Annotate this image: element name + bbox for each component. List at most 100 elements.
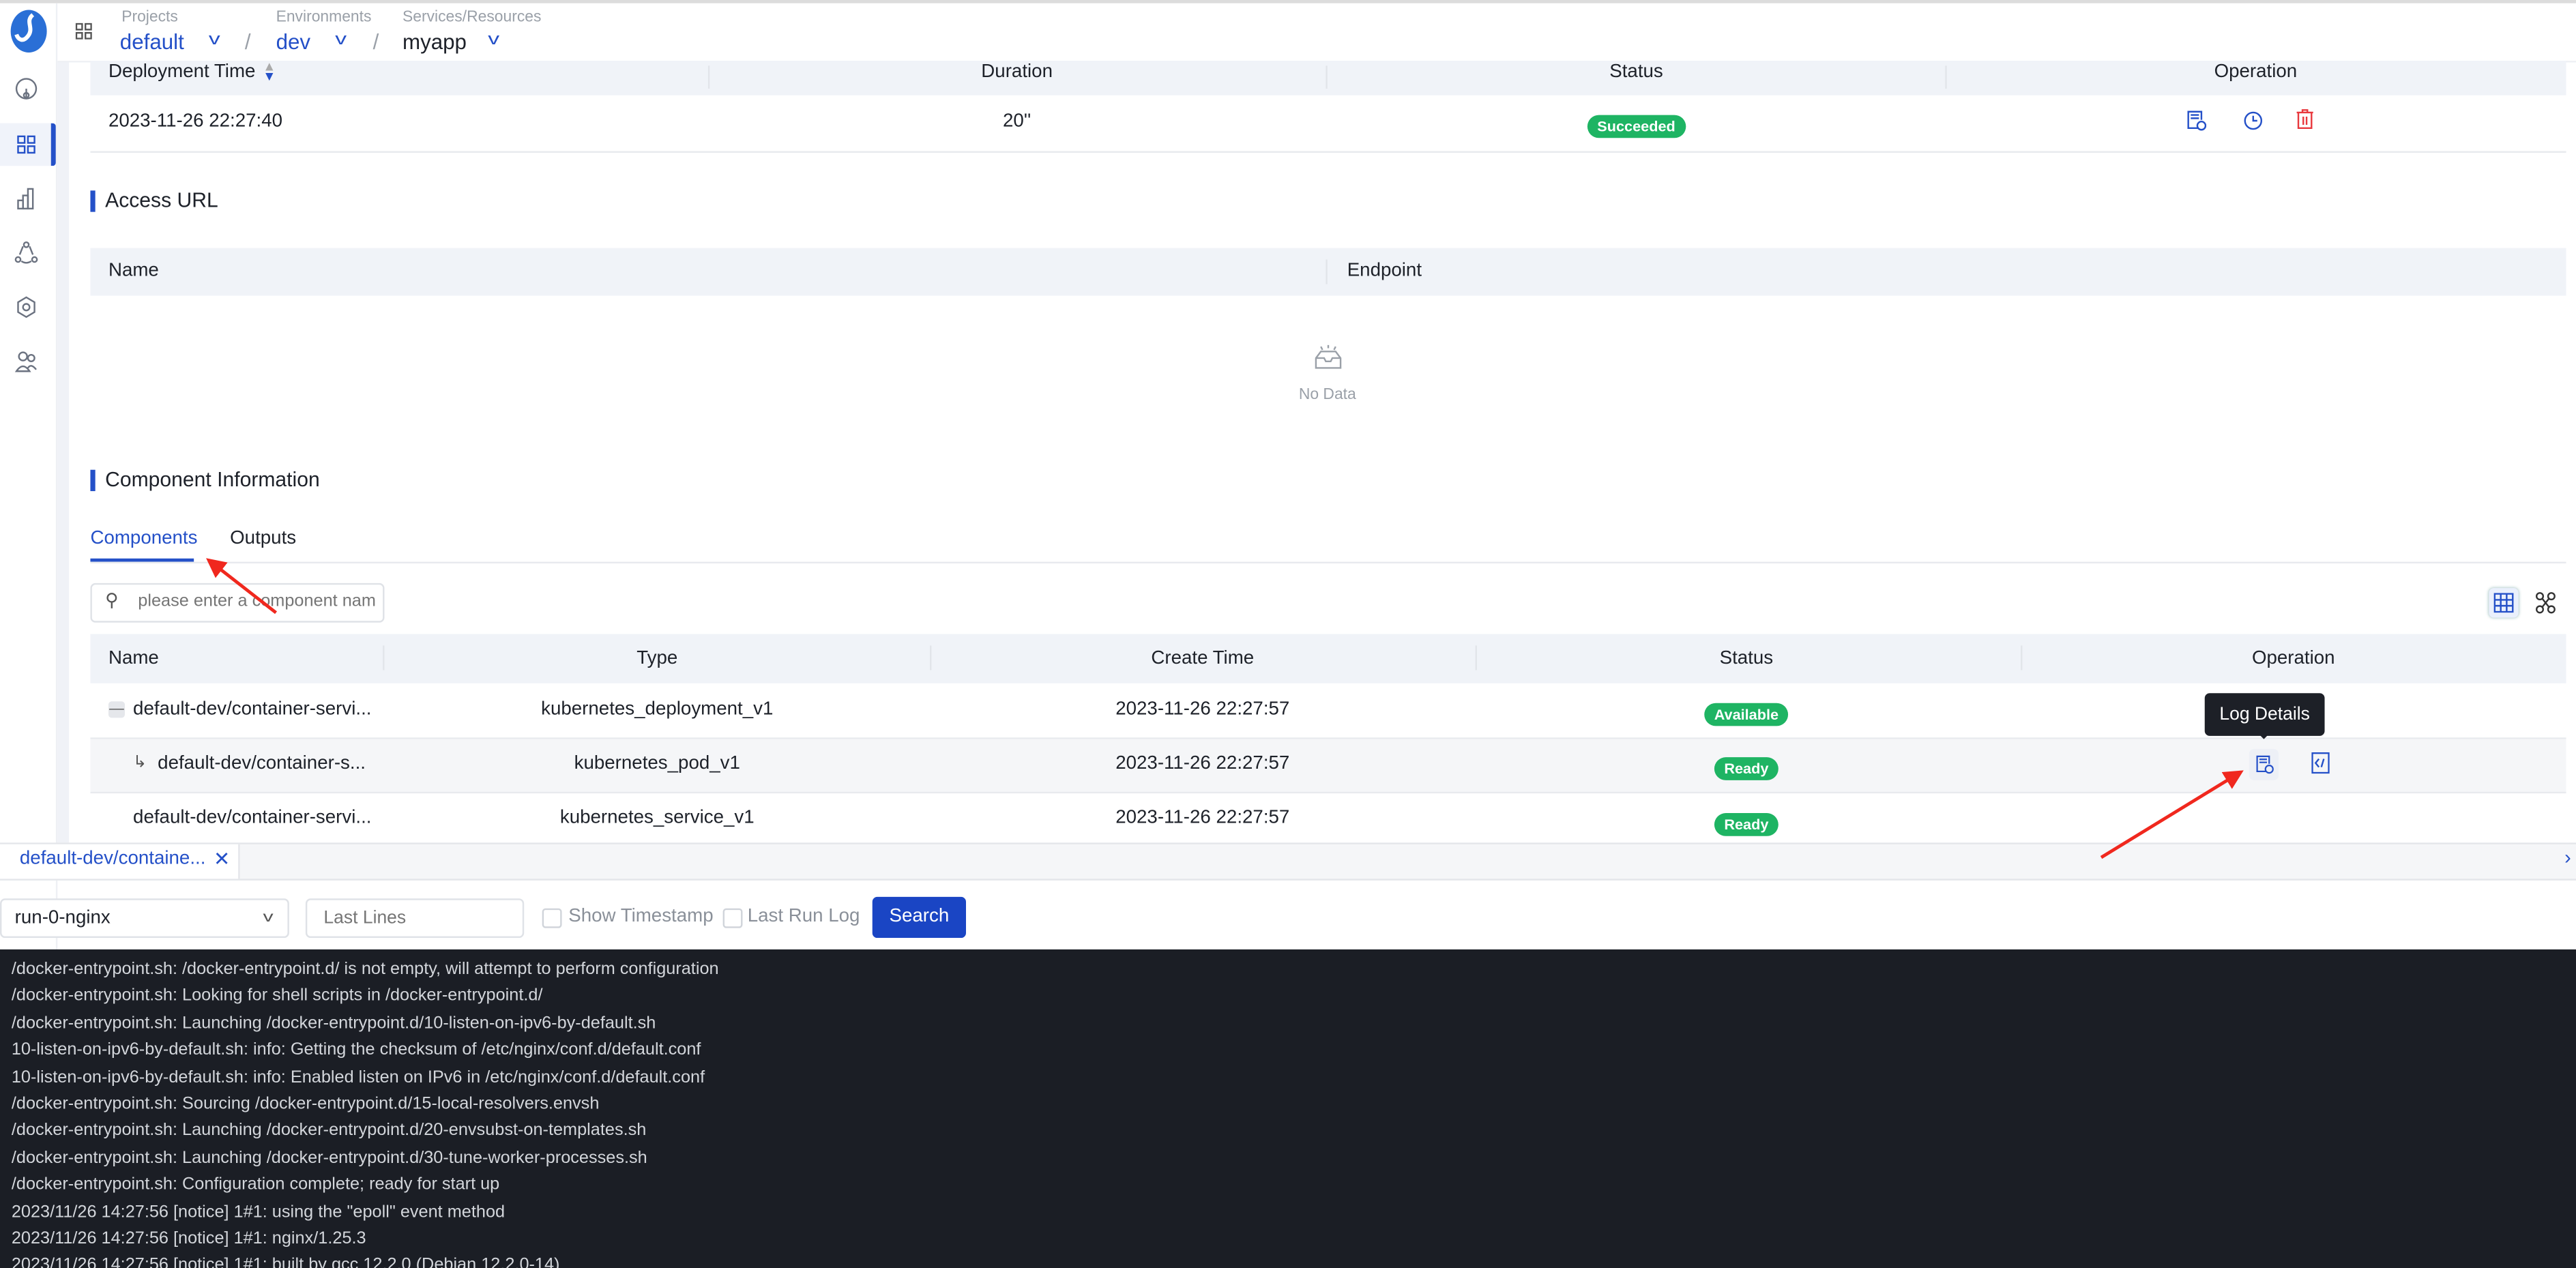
col-operation: Operation — [2214, 62, 2298, 83]
chevron-down-icon: v — [263, 908, 274, 925]
log-line: 2023/11/26 14:27:56 [notice] 1#1: using … — [11, 1201, 506, 1222]
services-label: Services/Resources — [402, 8, 542, 27]
access-url-heading: Access URL — [90, 190, 218, 212]
col-operation: Operation — [2251, 649, 2335, 669]
log-line: /docker-entrypoint.sh: Sourcing /docker-… — [11, 1093, 600, 1114]
log-details-button[interactable] — [2249, 749, 2279, 780]
col-type: Type — [636, 649, 678, 669]
child-branch-icon: ↳ — [133, 754, 147, 772]
content-gutter — [57, 61, 70, 843]
empty-inbox-icon — [1315, 344, 1342, 369]
service-selector[interactable]: myapp — [402, 29, 467, 55]
deployment-table-header — [90, 61, 2566, 95]
sidebar-item-applications[interactable] — [0, 123, 56, 166]
component-name: default-dev/container-servi... — [133, 699, 372, 720]
col-endpoint: Endpoint — [1347, 261, 1422, 281]
tab-outputs[interactable]: Outputs — [230, 529, 297, 549]
component-search-input[interactable]: ⚲ — [90, 583, 385, 623]
settings-icon[interactable] — [13, 294, 40, 321]
component-create-time: 2023-11-26 22:27:57 — [1115, 699, 1290, 720]
col-create-time: Create Time — [1151, 649, 1255, 669]
last-lines-input[interactable] — [305, 898, 525, 939]
project-selector[interactable]: default — [119, 29, 184, 55]
search-icon: ⚲ — [105, 591, 119, 611]
status-badge: Ready — [1714, 757, 1779, 780]
collapse-panel-icon[interactable]: › — [2564, 846, 2571, 869]
close-icon[interactable]: ✕ — [214, 847, 231, 871]
environment-selector[interactable]: dev — [276, 29, 311, 55]
col-status: Status — [1609, 62, 1663, 83]
tooltip-arrow — [2257, 733, 2271, 739]
no-data-text: No Data — [1298, 385, 1356, 404]
chevron-down-icon[interactable]: v — [488, 31, 500, 50]
component-name: default-dev/container-s... — [158, 754, 366, 774]
deployment-time: 2023-11-26 22:27:40 — [108, 111, 283, 132]
component-type: kubernetes_pod_v1 — [574, 754, 740, 774]
component-create-time: 2023-11-26 22:27:57 — [1115, 754, 1290, 774]
component-create-time: 2023-11-26 22:27:57 — [1115, 808, 1290, 828]
show-timestamp-label[interactable]: Show Timestamp — [568, 906, 714, 927]
col-name: Name — [108, 649, 159, 669]
col-name: Name — [108, 261, 159, 281]
active-tab-indicator — [90, 558, 194, 562]
chevron-down-icon[interactable]: v — [208, 31, 220, 50]
table-view-button[interactable] — [2489, 588, 2519, 618]
col-status: Status — [1719, 649, 1774, 669]
access-url-table-header — [90, 248, 2566, 296]
container-select-value: run-0-nginx — [14, 908, 111, 928]
environments-label: Environments — [276, 8, 372, 27]
log-line: /docker-entrypoint.sh: Launching /docker… — [11, 1121, 647, 1141]
dashboard-icon[interactable] — [13, 76, 40, 102]
container-select[interactable]: run-0-nginx v — [0, 898, 289, 939]
topology-icon[interactable] — [13, 240, 40, 267]
breadcrumb-separator: / — [372, 29, 379, 55]
users-icon[interactable] — [13, 349, 40, 375]
log-line: 10-listen-on-ipv6-by-default.sh: info: G… — [11, 1040, 701, 1060]
history-clock-icon[interactable] — [2242, 110, 2264, 131]
log-line: 10-listen-on-ipv6-by-default.sh: info: E… — [11, 1067, 705, 1087]
sort-icon[interactable]: ▲ ▼ — [263, 59, 276, 84]
view-yaml-code-icon[interactable] — [2311, 752, 2330, 774]
apps-grid-icon[interactable] — [75, 23, 92, 40]
log-output[interactable]: /docker-entrypoint.sh: /docker-entrypoin… — [0, 949, 2576, 1268]
topology-view-icon[interactable] — [2535, 591, 2556, 615]
status-badge: Succeeded — [1587, 115, 1686, 138]
col-duration: Duration — [981, 62, 1053, 83]
components-table-header — [90, 634, 2566, 683]
last-run-log-checkbox[interactable] — [722, 908, 743, 928]
component-name: default-dev/container-servi... — [133, 808, 372, 828]
log-line: /docker-entrypoint.sh: /docker-entrypoin… — [11, 959, 719, 979]
last-run-log-label[interactable]: Last Run Log — [747, 906, 860, 927]
log-line: 2023/11/26 14:27:56 [notice] 1#1: nginx/… — [11, 1228, 366, 1249]
logo-icon[interactable] — [8, 8, 49, 54]
component-search-field[interactable] — [134, 589, 380, 613]
top-border — [0, 0, 2576, 3]
log-line: /docker-entrypoint.sh: Launching /docker… — [11, 1147, 647, 1168]
log-line: /docker-entrypoint.sh: Looking for shell… — [11, 986, 543, 1006]
applications-icon — [13, 132, 40, 158]
log-panel-tabbar — [0, 842, 2576, 881]
collapse-icon[interactable]: — — [108, 701, 126, 718]
status-badge: Ready — [1714, 813, 1779, 836]
last-lines-field[interactable] — [320, 906, 516, 930]
log-line: 2023/11/26 14:27:56 [notice] 1#1: built … — [11, 1255, 560, 1268]
table-row[interactable] — [90, 739, 2566, 792]
tooltip: Log Details — [2204, 693, 2325, 736]
delete-trash-icon[interactable] — [2295, 108, 2315, 130]
tab-components[interactable]: Components — [90, 529, 198, 549]
chart-icon[interactable] — [13, 186, 40, 212]
log-details-icon[interactable] — [2186, 110, 2207, 131]
show-timestamp-checkbox[interactable] — [542, 908, 562, 928]
log-tab-label: default-dev/containe... — [19, 849, 206, 869]
projects-label: Projects — [121, 8, 178, 27]
log-tab[interactable]: default-dev/containe... ✕ — [0, 844, 240, 879]
search-button[interactable]: Search — [872, 896, 966, 939]
col-deployment-time[interactable]: Deployment Time — [108, 62, 256, 83]
component-type: kubernetes_service_v1 — [559, 808, 755, 828]
deployment-duration: 20'' — [1002, 111, 1031, 132]
status-badge: Available — [1704, 703, 1789, 726]
log-details-icon — [2256, 755, 2274, 774]
chevron-down-icon[interactable]: v — [335, 31, 347, 50]
log-line: /docker-entrypoint.sh: Configuration com… — [11, 1175, 500, 1195]
